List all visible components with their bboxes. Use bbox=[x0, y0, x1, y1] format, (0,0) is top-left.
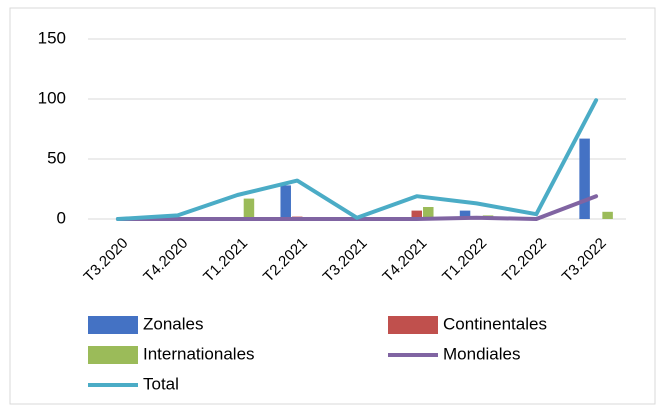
legend-swatch bbox=[388, 316, 438, 334]
y-tick-label: 50 bbox=[47, 148, 66, 167]
legend-swatch bbox=[88, 346, 138, 364]
bar bbox=[423, 207, 434, 219]
legend-label: Mondiales bbox=[443, 344, 521, 363]
bar bbox=[579, 138, 590, 219]
chart-border bbox=[9, 7, 656, 405]
y-tick-label: 100 bbox=[38, 88, 66, 107]
legend-label: Internationales bbox=[143, 344, 255, 363]
y-tick-label: 150 bbox=[38, 28, 66, 47]
y-tick-label: 0 bbox=[57, 208, 66, 227]
bar bbox=[243, 198, 255, 219]
line bbox=[115, 98, 599, 221]
bar bbox=[280, 185, 291, 219]
legend-label: Continentales bbox=[443, 314, 547, 333]
legend-swatch bbox=[88, 316, 138, 334]
bar bbox=[411, 210, 423, 219]
legend-label: Total bbox=[143, 374, 179, 393]
bar bbox=[602, 211, 613, 219]
legend-label: Zonales bbox=[143, 314, 203, 333]
bar bbox=[459, 210, 471, 219]
